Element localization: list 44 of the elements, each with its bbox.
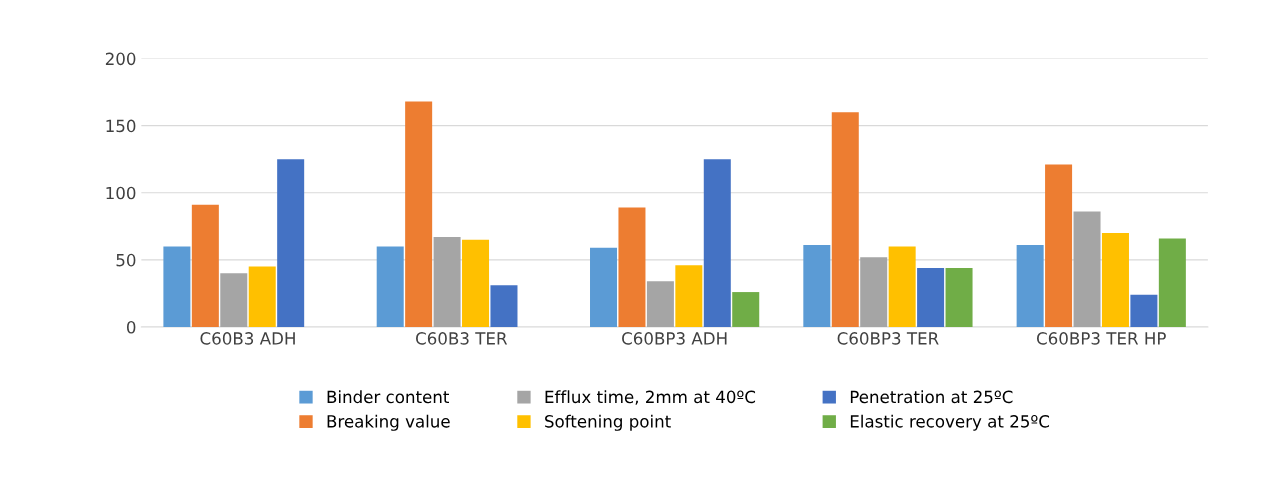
bar	[888, 246, 916, 327]
bar	[803, 245, 831, 327]
bar	[220, 273, 248, 327]
y-tick-label: 50	[116, 253, 136, 267]
bar	[703, 159, 731, 327]
bar	[618, 207, 646, 327]
bar	[590, 247, 618, 327]
x-tick-label: C60BP3 TER	[837, 332, 939, 345]
legend-label: Efflux time, 2mm at 40ºC	[545, 390, 756, 405]
bar	[376, 246, 404, 327]
y-tick-label: 100	[106, 186, 136, 200]
legend-label: Penetration at 25ºC	[850, 390, 1013, 404]
x-tick-label: C60B3 TER	[416, 332, 508, 345]
legend-label: Breaking value	[327, 414, 450, 431]
bar	[1016, 245, 1044, 327]
bar	[732, 292, 760, 327]
y-tick-label: 200	[105, 52, 136, 66]
bar	[1045, 164, 1073, 327]
bar	[1158, 238, 1186, 327]
bar	[917, 267, 945, 327]
bar	[1073, 211, 1101, 327]
bar	[433, 237, 461, 327]
bar	[945, 267, 973, 327]
bar	[1101, 233, 1129, 327]
bar	[831, 112, 859, 327]
bar	[675, 265, 703, 327]
legend-label: Softening point	[545, 414, 671, 431]
x-tick-label: C60BP3 TER HP	[1036, 332, 1166, 345]
x-tick-label: C60B3 ADH	[200, 332, 295, 345]
x-tick-label: C60BP3 ADH	[622, 332, 727, 345]
y-tick-label: 150	[106, 119, 136, 133]
legend-label: Elastic recovery at 25ºC	[850, 414, 1050, 431]
bar	[490, 285, 518, 327]
bar	[191, 204, 219, 327]
bar	[248, 266, 276, 327]
bar	[462, 239, 490, 327]
bar	[1130, 294, 1158, 327]
bar	[405, 101, 433, 327]
bar	[646, 281, 674, 327]
bar	[860, 257, 888, 327]
legend-label: Binder content	[327, 390, 450, 404]
y-tick-label: 0	[126, 320, 136, 334]
bar	[277, 159, 305, 327]
bar	[163, 246, 191, 327]
